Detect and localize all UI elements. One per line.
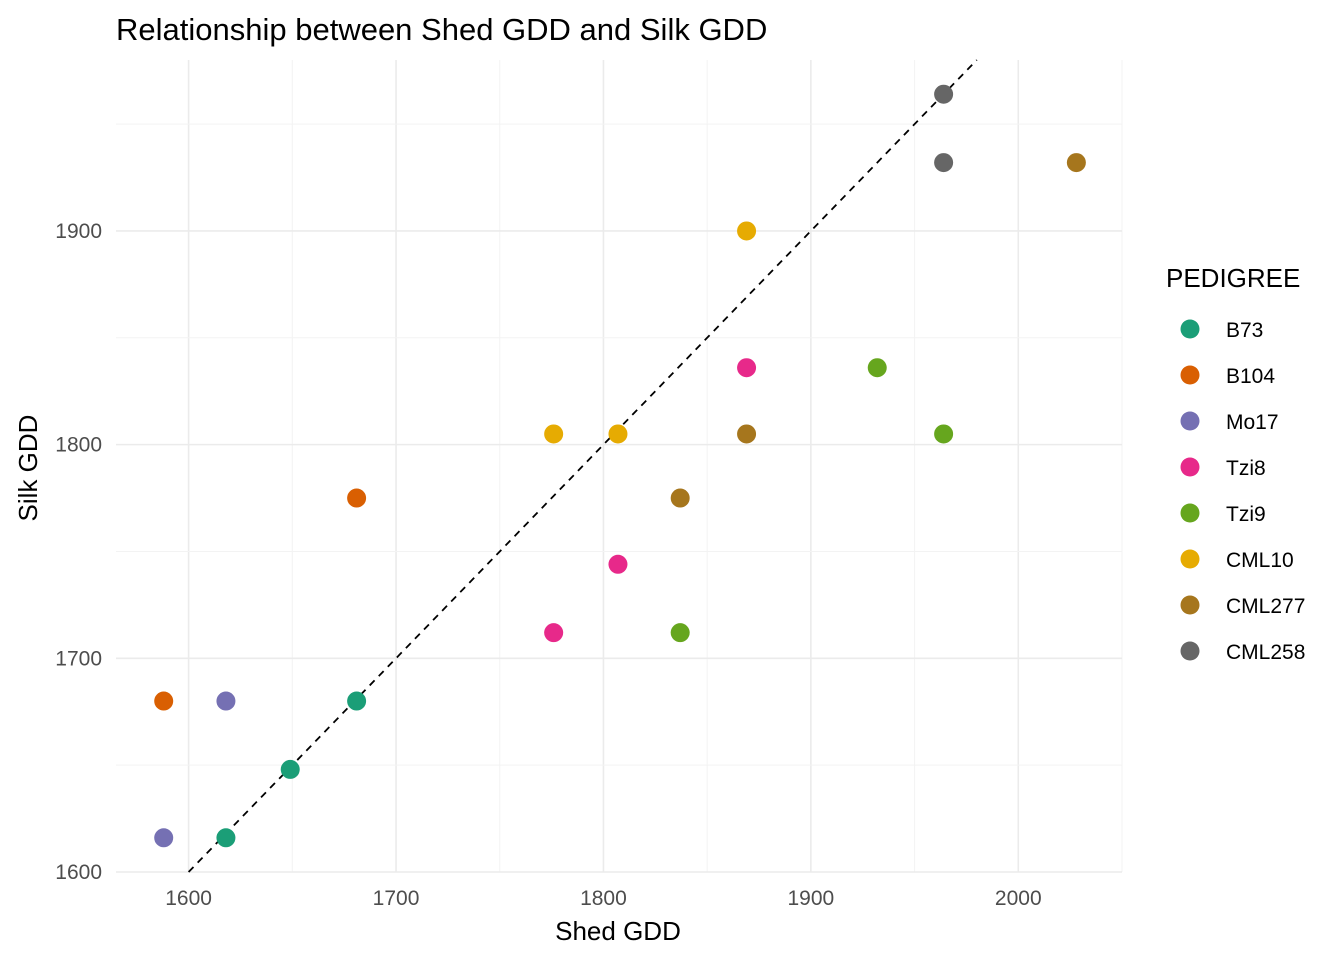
x-tick-label: 1600 <box>165 887 212 910</box>
point-mo17-2 <box>216 691 236 711</box>
legend: PEDIGREE B73 B104 Mo17 Tzi8 Tzi9 CML10 CML277 C… <box>1166 263 1305 664</box>
point-b104-2 <box>347 488 367 508</box>
point-b104-1 <box>154 691 174 711</box>
legend-key-cml277 <box>1180 595 1200 615</box>
y-tick-label: 1600 <box>55 861 102 884</box>
point-cml277-3 <box>1066 153 1086 173</box>
legend-key-cml258 <box>1180 641 1200 661</box>
legend-label-b104: B104 <box>1226 365 1275 388</box>
reference-line-layer <box>187 59 978 873</box>
point-tzi8-3 <box>737 358 757 378</box>
point-cml10-2 <box>608 424 628 444</box>
y-tick-label: 1700 <box>55 647 102 670</box>
legend-label-tzi8: Tzi8 <box>1226 457 1266 480</box>
legend-key-cml10 <box>1180 549 1200 569</box>
point-tzi8-2 <box>608 554 628 574</box>
point-b73-3 <box>347 691 367 711</box>
y-tick-label: 1900 <box>55 220 102 243</box>
point-b73-2 <box>280 759 300 779</box>
legend-label-cml258: CML258 <box>1226 641 1305 664</box>
point-tzi9-2 <box>867 358 887 378</box>
point-cml258-2 <box>934 84 954 104</box>
legend-key-b73 <box>1180 319 1200 339</box>
legend-label-cml277: CML277 <box>1226 595 1305 618</box>
legend-label-b73: B73 <box>1226 319 1263 342</box>
legend-label-tzi9: Tzi9 <box>1226 503 1266 526</box>
chart-title: Relationship between Shed GDD and Silk G… <box>116 12 767 47</box>
point-cml258-1 <box>934 153 954 173</box>
point-tzi8-1 <box>544 623 564 643</box>
x-tick-label: 2000 <box>995 887 1042 910</box>
y-axis-ticks: 1600 1700 1800 1900 <box>55 220 102 884</box>
point-b73-1 <box>216 828 236 848</box>
x-axis-title: Shed GDD <box>555 916 681 946</box>
points-layer <box>154 84 1086 848</box>
legend-label-mo17: Mo17 <box>1226 411 1279 434</box>
legend-key-tzi8 <box>1180 457 1200 477</box>
y-tick-label: 1800 <box>55 434 102 457</box>
point-mo17-1 <box>154 828 174 848</box>
point-tzi9-1 <box>670 623 690 643</box>
legend-title: PEDIGREE <box>1166 263 1300 293</box>
point-cml277-2 <box>737 424 757 444</box>
legend-key-mo17 <box>1180 411 1200 431</box>
x-tick-label: 1700 <box>373 887 420 910</box>
grid <box>116 60 1123 873</box>
identity-reference-line <box>187 59 978 873</box>
legend-key-b104 <box>1180 365 1200 385</box>
x-tick-label: 1900 <box>788 887 835 910</box>
point-tzi9-3 <box>934 424 954 444</box>
legend-label-cml10: CML10 <box>1226 549 1294 572</box>
point-cml277-1 <box>670 488 690 508</box>
x-axis-ticks: 1600 1700 1800 1900 2000 <box>165 887 1041 910</box>
x-tick-label: 1800 <box>580 887 627 910</box>
legend-key-tzi9 <box>1180 503 1200 523</box>
legend-items: B73 B104 Mo17 Tzi8 Tzi9 CML10 CML277 CML258 <box>1180 319 1305 664</box>
point-cml10-1 <box>544 424 564 444</box>
y-axis-title: Silk GDD <box>13 415 43 522</box>
point-cml10-3 <box>737 221 757 241</box>
